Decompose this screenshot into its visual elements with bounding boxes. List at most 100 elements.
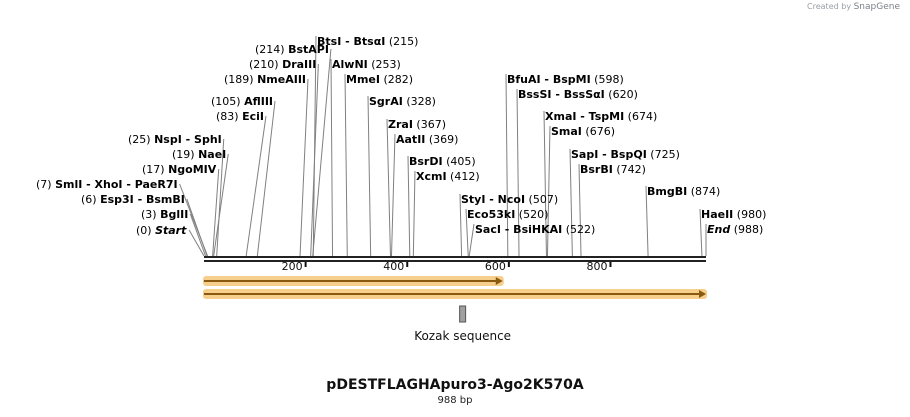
site-enzyme: AlwNI [332,58,368,71]
plasmid-name: pDESTFLAGHApuro3-Ago2K570A [326,377,584,393]
site-enzyme: BsrBI [580,163,613,176]
site-enzyme: BmgBI [647,185,687,198]
site-line [645,185,649,257]
site-position: (725) [647,148,680,161]
site-label[interactable]: ZraI (367) [388,118,446,131]
backbone [204,256,706,262]
site-label[interactable]: SacI - BsiHKAI (522) [475,223,595,236]
feature-arrowhead[interactable] [699,290,706,298]
tick-label: 400 [383,260,404,273]
plasmid-length: 988 bp [437,395,473,406]
site-label[interactable]: (7) SmlI - XhoI - PaeR7I [36,178,178,191]
site-label[interactable]: (83) EciI [216,110,264,123]
site-label[interactable]: AatII (369) [396,133,458,146]
site-label[interactable]: SapI - BspQI (725) [571,148,680,161]
site-label[interactable]: HaeII (980) [701,208,766,221]
site-label[interactable]: MmeI (282) [346,73,413,86]
site-label[interactable]: (17) NgoMIV [142,163,217,176]
site-enzyme: SmlI - XhoI - PaeR7I [55,178,178,191]
site-labels: (0) Start (3) BglII (6) Esp3I - BsmBI (7) S… [36,35,766,237]
site-position: (7) [36,178,55,191]
site-position: (742) [613,163,646,176]
site-position: (507) [525,193,558,206]
site-label[interactable]: XcmI (412) [416,170,480,183]
site-label[interactable]: BfuAI - BspMI (598) [507,73,624,86]
site-enzyme: BtsI - BtsαI [317,35,385,48]
site-label[interactable]: (214) BstAPI [255,43,329,56]
site-enzyme: HaeII [701,208,733,221]
site-line [465,208,469,257]
site-label[interactable]: BsrBI (742) [580,163,646,176]
kozak-feature: Kozak sequence [414,305,511,343]
site-label[interactable]: (210) DraIII [249,58,316,71]
site-position: (620) [605,88,638,101]
site-line [188,229,205,257]
site-position: (328) [403,95,436,108]
site-label[interactable]: SmaI (676) [551,125,615,138]
site-line [312,35,317,257]
site-label[interactable]: (189) NmeAIII [224,73,306,86]
site-enzyme: NgoMIV [168,163,217,176]
site-label[interactable]: (19) NaeI [172,148,226,161]
site-position: (598) [591,73,624,86]
site-line [330,58,334,257]
site-enzyme: NspI - SphI [154,133,222,146]
site-label[interactable]: End (988) [707,223,763,236]
site-line [344,73,348,257]
site-position: (25) [128,133,154,146]
site-line [216,138,225,257]
site-label[interactable]: BssSI - BssSαI (620) [518,88,638,101]
site-line [569,148,573,257]
site-position: (105) [211,95,244,108]
site-position: (210) [249,58,282,71]
site-line [543,110,547,257]
site-label[interactable]: (105) AflIII [211,95,273,108]
site-position: (6) [81,193,100,206]
site-position: (367) [413,118,446,131]
tick-label: 800 [586,260,607,273]
site-enzyme: NaeI [198,148,226,161]
site-label[interactable]: BtsI - BtsαI (215) [317,35,418,48]
site-enzyme: ZraI [388,118,413,131]
site-label[interactable]: (25) NspI - SphI [128,133,222,146]
site-position: (253) [368,58,401,71]
site-position: (522) [562,223,595,236]
site-lines [179,35,707,257]
feature-arrowhead[interactable] [495,277,503,285]
site-label[interactable]: Eco53kI (520) [467,208,548,221]
site-line [367,95,372,257]
site-position: (189) [224,73,257,86]
site-enzyme: EciI [242,110,264,123]
site-enzyme: MmeI [346,73,380,86]
snapgene-logo[interactable]: SnapGene [853,2,900,12]
site-line [412,170,416,257]
kozak-box[interactable] [459,305,467,323]
site-line [386,118,391,257]
site-label[interactable]: BsrDI (405) [409,155,476,168]
site-position: (19) [172,148,198,161]
site-position: (405) [443,155,476,168]
site-position: (214) [255,43,288,56]
site-label[interactable]: BmgBI (874) [647,185,720,198]
site-position: (676) [582,125,615,138]
credit: Created by SnapGene [807,2,900,12]
site-enzyme: SmaI [551,125,582,138]
site-line [179,183,209,257]
site-label[interactable]: SgrAI (328) [369,95,436,108]
site-position: (369) [425,133,458,146]
site-label[interactable]: StyI - NcoI (507) [461,193,558,206]
site-label[interactable]: (0) Start [136,224,187,237]
site-position: (0) [136,224,155,237]
site-label[interactable]: AlwNI (253) [332,58,401,71]
site-enzyme: StyI - NcoI [461,193,525,206]
site-enzyme: SacI - BsiHKAI [475,223,562,236]
site-line [245,115,267,257]
site-label[interactable]: (6) Esp3I - BsmBI [81,193,185,206]
site-enzyme: Esp3I - BsmBI [100,193,185,206]
axis-ticks: 200 400 600 800 [282,260,612,273]
site-label[interactable]: (3) BglII [141,208,188,221]
site-enzyme: DraIII [282,58,316,71]
site-label[interactable]: XmaI - TspMI (674) [545,110,657,123]
site-line [505,73,509,257]
